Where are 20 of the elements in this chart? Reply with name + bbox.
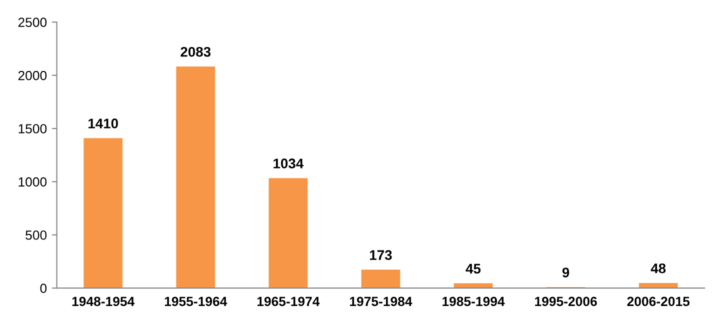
data-label: 45	[466, 264, 481, 274]
y-tick-label: 500	[26, 230, 47, 240]
x-tick-label: 1985-1994	[442, 296, 505, 306]
data-label: 1034	[274, 158, 304, 168]
data-label: 48	[650, 263, 666, 274]
x-tick-label: 1995-2006	[535, 296, 597, 306]
y-tick-label: 1000	[18, 177, 47, 187]
data-label: 173	[370, 250, 392, 260]
x-tick-label: 1948-1954	[72, 296, 135, 306]
y-tick-label: 0	[40, 284, 47, 293]
x-tick-label: 1955-1964	[164, 296, 228, 306]
y-tick-label: 2000	[18, 70, 47, 80]
y-tick-label: 1500	[18, 124, 47, 134]
data-label: 1410	[88, 118, 118, 128]
x-tick-label: 1965-1974	[257, 296, 320, 306]
data-label: 9	[562, 268, 570, 278]
data-label: 2083	[180, 46, 211, 57]
x-tick-label: 2006-2015	[627, 296, 690, 306]
x-tick-label: 1975-1984	[350, 296, 412, 306]
y-tick-label: 2500	[18, 18, 47, 28]
